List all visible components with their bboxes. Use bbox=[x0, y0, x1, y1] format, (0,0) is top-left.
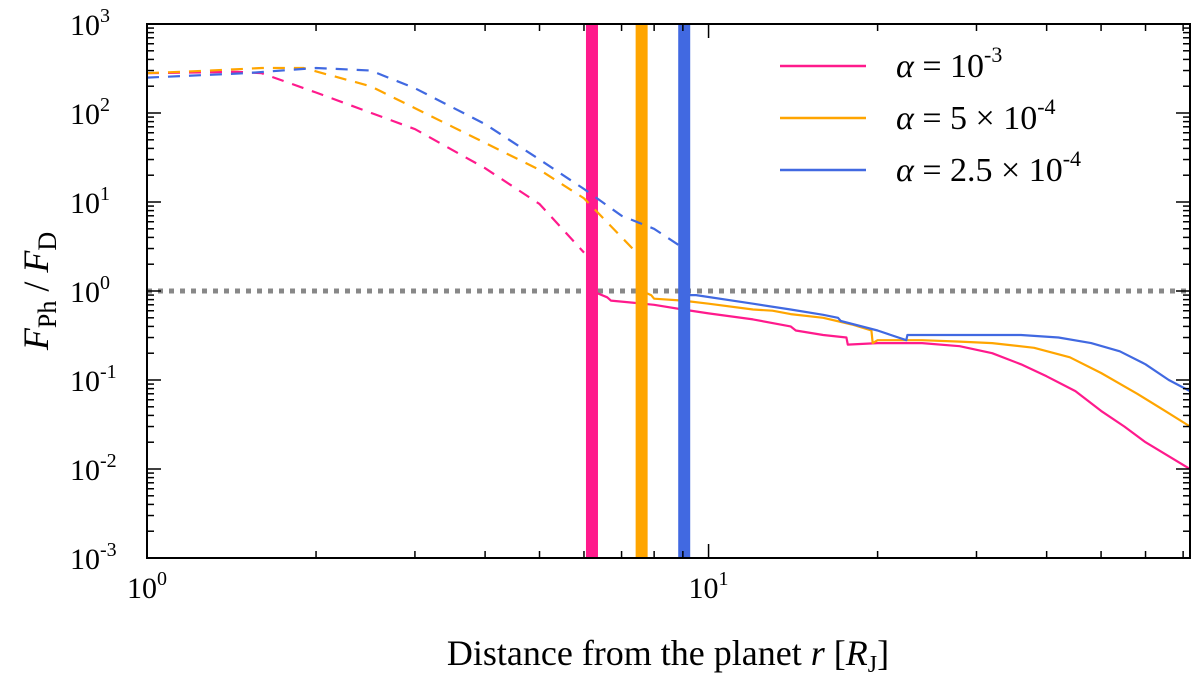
legend-label-2: α = 2.5 × 10-4 bbox=[896, 146, 1081, 189]
y-tick-label: 101 bbox=[70, 183, 110, 220]
series-2-dashed-line bbox=[147, 66, 681, 247]
x-axis-label: Distance from the planet r [RJ] bbox=[447, 633, 889, 676]
x-tick-label: 101 bbox=[689, 568, 729, 605]
tick-labels: 100 101 10-3 10-2 10-1 100 101 102 103 bbox=[70, 5, 729, 605]
plot-area bbox=[147, 24, 1190, 558]
y-tick-label: 100 bbox=[70, 272, 110, 309]
series-2-boundary-band bbox=[678, 24, 691, 558]
series-1-solid-line bbox=[641, 289, 1190, 428]
series-2-solid-line bbox=[684, 294, 1190, 393]
y-tick-label: 103 bbox=[70, 5, 110, 42]
series-0-solid-line bbox=[591, 289, 1190, 470]
legend: α = 10-3 α = 5 × 10-4 α = 2.5 × 10-4 bbox=[780, 42, 1081, 189]
y-tick-label: 102 bbox=[70, 94, 110, 131]
legend-label-0: α = 10-3 bbox=[896, 42, 1002, 85]
y-tick-label: 10-1 bbox=[70, 361, 117, 398]
series-0-boundary-band bbox=[585, 24, 598, 558]
axis-ticks bbox=[146, 23, 1190, 559]
series-0-dashed-line bbox=[147, 70, 585, 254]
y-axis-label: FPh / FD bbox=[16, 232, 62, 351]
legend-label-1: α = 5 × 10-4 bbox=[896, 94, 1056, 137]
y-tick-label: 10-2 bbox=[70, 450, 117, 487]
series-1-dashed-line bbox=[147, 66, 636, 252]
series-1-boundary-band bbox=[635, 24, 648, 558]
y-tick-label: 10-3 bbox=[70, 539, 117, 576]
x-tick-label: 100 bbox=[127, 568, 167, 605]
